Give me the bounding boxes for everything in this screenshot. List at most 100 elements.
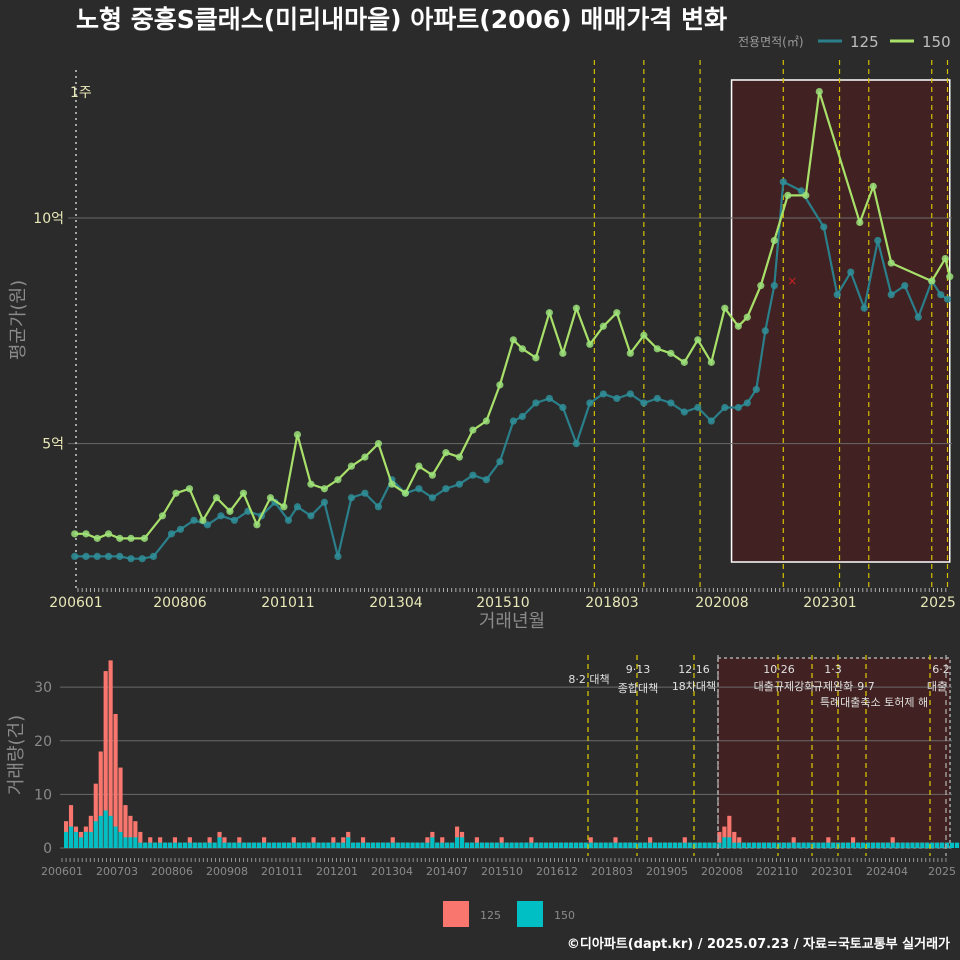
bar-150-56 — [341, 842, 346, 848]
bar-150-73 — [425, 842, 430, 848]
point-125-68 — [943, 295, 952, 303]
bar-150-25 — [187, 842, 192, 848]
bar-150-168 — [895, 842, 900, 848]
point-150-47 — [694, 336, 702, 344]
bar-150-59 — [356, 842, 361, 848]
point-150-29 — [455, 453, 463, 461]
bar-150-123 — [672, 842, 677, 848]
point-150-51 — [743, 313, 751, 321]
bottom-x-tick-label-11: 201905 — [646, 865, 688, 878]
point-125-57 — [797, 187, 805, 195]
bar-150-147 — [791, 842, 796, 848]
point-150-62 — [946, 273, 954, 281]
bar-125-8 — [103, 671, 108, 848]
bar-150-82 — [469, 842, 475, 848]
bar-125-13 — [128, 815, 133, 848]
bar-150-152 — [816, 842, 821, 848]
bar-150-46 — [291, 842, 296, 848]
bar-150-101 — [563, 842, 569, 848]
bottom-x-tick-label-14: 202301 — [811, 865, 853, 878]
point-150-52 — [757, 282, 765, 290]
point-125-39 — [572, 439, 580, 448]
bar-150-143 — [771, 842, 776, 848]
bar-150-171 — [910, 842, 915, 848]
point-150-54 — [784, 191, 792, 199]
point-150-2 — [93, 534, 101, 542]
bar-150-114 — [628, 842, 633, 848]
point-150-4 — [116, 534, 124, 542]
bar-150-63 — [375, 842, 380, 848]
point-125-52 — [743, 399, 751, 407]
bar-150-122 — [667, 842, 673, 848]
bar-150-64 — [380, 842, 385, 848]
bottom-y-tick-label-2: 20 — [34, 734, 52, 750]
legend-125-label: 125 — [850, 33, 879, 51]
bar-150-179 — [950, 842, 955, 848]
bar-150-41 — [266, 842, 272, 848]
point-150-24 — [388, 480, 396, 488]
point-150-42 — [626, 349, 634, 357]
point-125-58 — [820, 223, 828, 231]
point-150-56 — [815, 87, 823, 96]
bottom-legend-150-swatch — [517, 901, 543, 927]
point-125-33 — [496, 458, 504, 466]
point-150-35 — [532, 354, 540, 362]
bar-150-8 — [103, 810, 108, 848]
bar-125-5 — [88, 815, 93, 848]
point-150-12 — [226, 507, 234, 515]
bar-150-131 — [712, 842, 717, 848]
point-150-25 — [401, 489, 410, 497]
point-125-11 — [203, 521, 212, 529]
point-150-45 — [667, 349, 675, 357]
bar-150-120 — [657, 842, 663, 848]
point-125-51 — [734, 403, 742, 412]
x-tick-label-7: 202301 — [803, 595, 856, 611]
bar-150-132 — [717, 842, 722, 848]
bottom-x-tick-label-7: 201407 — [426, 865, 468, 878]
bar-150-144 — [776, 842, 781, 848]
point-150-3 — [104, 530, 113, 538]
bar-150-88 — [499, 842, 504, 848]
point-125-17 — [284, 516, 293, 524]
point-150-23 — [374, 439, 383, 448]
policy-label-sub-2: 18차대책 — [672, 680, 716, 693]
point-125-1 — [82, 552, 90, 561]
bar-150-166 — [885, 842, 890, 848]
point-150-28 — [442, 449, 450, 457]
point-125-48 — [694, 403, 702, 412]
bottom-x-tick-label-9: 201612 — [536, 865, 578, 878]
bar-150-53 — [326, 842, 331, 848]
point-125-5 — [127, 555, 135, 563]
bar-150-119 — [653, 842, 658, 848]
bar-150-52 — [321, 842, 326, 848]
bar-150-72 — [420, 842, 425, 848]
point-150-22 — [361, 453, 369, 461]
bar-150-106 — [588, 842, 593, 848]
bar-150-109 — [603, 842, 608, 848]
point-125-54 — [761, 327, 769, 335]
point-125-3 — [104, 552, 113, 561]
bar-150-86 — [489, 842, 494, 848]
bar-150-29 — [207, 842, 212, 848]
point-150-5 — [127, 534, 135, 542]
bar-150-117 — [643, 842, 648, 848]
bar-150-68 — [400, 842, 405, 848]
point-125-12 — [217, 512, 225, 520]
bottom-x-tick-label-16: 2025 — [928, 865, 956, 878]
point-150-18 — [307, 480, 315, 488]
bar-150-69 — [405, 842, 410, 848]
point-125-53 — [752, 385, 760, 394]
bottom-x-tick-label-4: 201011 — [261, 865, 303, 878]
policy-label-date-4: 1·3 — [824, 663, 842, 676]
point-150-26 — [415, 462, 423, 470]
bar-150-38 — [252, 842, 257, 848]
bottom-x-tick-label-6: 201304 — [371, 865, 413, 878]
bar-150-165 — [880, 842, 885, 848]
point-125-24 — [374, 503, 383, 511]
bar-150-134 — [727, 837, 732, 848]
bottom-x-tick-label-15: 202404 — [866, 865, 908, 878]
bar-150-61 — [365, 842, 371, 848]
point-150-21 — [347, 462, 356, 470]
bottom-legend-125-swatch — [443, 901, 469, 927]
bar-150-129 — [702, 842, 707, 848]
